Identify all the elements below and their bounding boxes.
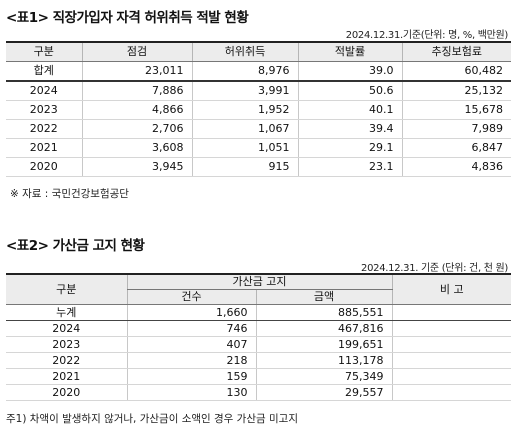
cell-amount: 113,178: [255, 352, 393, 369]
table-row: 2020 3,945 915 23.1 4,836: [6, 157, 511, 177]
cell-inspections: 7,886: [81, 81, 192, 101]
cell-false-acquisition: 1,067: [191, 119, 298, 139]
cell-count: 407: [126, 336, 256, 353]
inspection-results-table: 구분 점검 허위취득 적발률 추징보험료 합계 23,011 8,976 39.…: [6, 41, 511, 177]
cell-detection-rate: 50.6: [297, 81, 402, 101]
cell-inspections: 3,608: [81, 138, 192, 158]
cell-count: 130: [126, 384, 256, 401]
cell-recovered-premium: 60,482: [401, 61, 511, 82]
row-label: 2021: [6, 368, 127, 385]
surcharge-notice-table: 구분 가산금 고지 비 고 건수 금액 누계 1,660 885,551 202…: [6, 273, 512, 401]
table-row: 2024 746 467,816: [6, 320, 512, 337]
row-label: 2020: [6, 384, 127, 401]
cell-count: 746: [126, 320, 256, 337]
source-note: ※ 자료 : 국민건강보험공단: [10, 188, 129, 200]
header-count: 건수: [126, 289, 256, 305]
cell-false-acquisition: 1,952: [191, 100, 298, 120]
table-row: 2022 2,706 1,067 39.4 7,989: [6, 119, 511, 139]
cell-detection-rate: 40.1: [297, 100, 402, 120]
cell-count: 1,660: [126, 304, 256, 321]
table1-title: <표1> 직장가입자 자격 허위취득 적발 현황: [6, 10, 249, 26]
table-row: 2021 3,608 1,051 29.1 6,847: [6, 138, 511, 158]
cell-count: 159: [126, 368, 256, 385]
cell-inspections: 4,866: [81, 100, 192, 120]
cell-detection-rate: 23.1: [297, 157, 402, 177]
cell-remarks: [391, 384, 512, 401]
cell-inspections: 3,945: [81, 157, 192, 177]
cell-false-acquisition: 8,976: [191, 61, 298, 82]
header-recovered-premium: 추징보험료: [401, 42, 511, 62]
row-label: 2024: [6, 81, 82, 101]
table-row: 2023 407 199,651: [6, 336, 512, 353]
row-label: 누계: [6, 304, 127, 321]
row-label: 합계: [6, 61, 82, 82]
table-header-row: 구분 가산금 고지 비 고: [6, 274, 512, 305]
table-row-total: 합계 23,011 8,976 39.0 60,482: [6, 61, 511, 82]
table-row: 2020 130 29,557: [6, 384, 512, 401]
table2-unit-note: 2024.12.31. 기준 (단위: 건, 천 원): [361, 263, 508, 274]
cell-amount: 29,557: [255, 384, 393, 401]
row-label: 2023: [6, 336, 127, 353]
header-category: 구분: [6, 42, 82, 62]
row-label: 2020: [6, 157, 82, 177]
cell-detection-rate: 39.4: [297, 119, 402, 139]
cell-amount: 467,816: [255, 320, 393, 337]
cell-remarks: [391, 320, 512, 337]
table-header-row: 구분 점검 허위취득 적발률 추징보험료: [6, 42, 511, 62]
cell-false-acquisition: 3,991: [191, 81, 298, 101]
cell-amount: 885,551: [255, 304, 393, 321]
table-row-total: 누계 1,660 885,551: [6, 304, 512, 321]
header-surcharge-notice: 가산금 고지: [126, 274, 393, 290]
header-category: 구분: [6, 274, 127, 305]
row-label: 2022: [6, 119, 82, 139]
cell-recovered-premium: 15,678: [401, 100, 511, 120]
header-inspections: 점검: [81, 42, 192, 62]
cell-count: 218: [126, 352, 256, 369]
cell-recovered-premium: 25,132: [401, 81, 511, 101]
table-subheader-row: 건수 금액: [6, 289, 511, 305]
cell-detection-rate: 29.1: [297, 138, 402, 158]
row-label: 2024: [6, 320, 127, 337]
cell-recovered-premium: 4,836: [401, 157, 511, 177]
cell-remarks: [391, 336, 512, 353]
header-false-acquisition: 허위취득: [191, 42, 298, 62]
row-label: 2022: [6, 352, 127, 369]
cell-false-acquisition: 1,051: [191, 138, 298, 158]
table2-title: <표2> 가산금 고지 현황: [6, 238, 145, 254]
header-amount: 금액: [255, 289, 393, 305]
cell-amount: 199,651: [255, 336, 393, 353]
cell-amount: 75,349: [255, 368, 393, 385]
cell-false-acquisition: 915: [191, 157, 298, 177]
table-row: 2024 7,886 3,991 50.6 25,132: [6, 81, 511, 101]
table1-unit-note: 2024.12.31.기준(단위: 명, %, 백만원): [345, 30, 509, 41]
cell-recovered-premium: 6,847: [401, 138, 511, 158]
table-row: 2022 218 113,178: [6, 352, 512, 369]
footnote: 주1) 차액이 발생하지 않거나, 가산금이 소액인 경우 가산금 미고지: [6, 413, 298, 425]
table-row: 2021 159 75,349: [6, 368, 512, 385]
cell-recovered-premium: 7,989: [401, 119, 511, 139]
cell-detection-rate: 39.0: [297, 61, 402, 82]
row-label: 2023: [6, 100, 82, 120]
table-row: 2023 4,866 1,952 40.1 15,678: [6, 100, 511, 120]
cell-remarks: [391, 304, 512, 321]
cell-remarks: [391, 368, 512, 385]
header-remarks: 비 고: [391, 274, 512, 305]
cell-remarks: [391, 352, 512, 369]
cell-inspections: 23,011: [81, 61, 192, 82]
cell-inspections: 2,706: [81, 119, 192, 139]
header-detection-rate: 적발률: [297, 42, 402, 62]
row-label: 2021: [6, 138, 82, 158]
